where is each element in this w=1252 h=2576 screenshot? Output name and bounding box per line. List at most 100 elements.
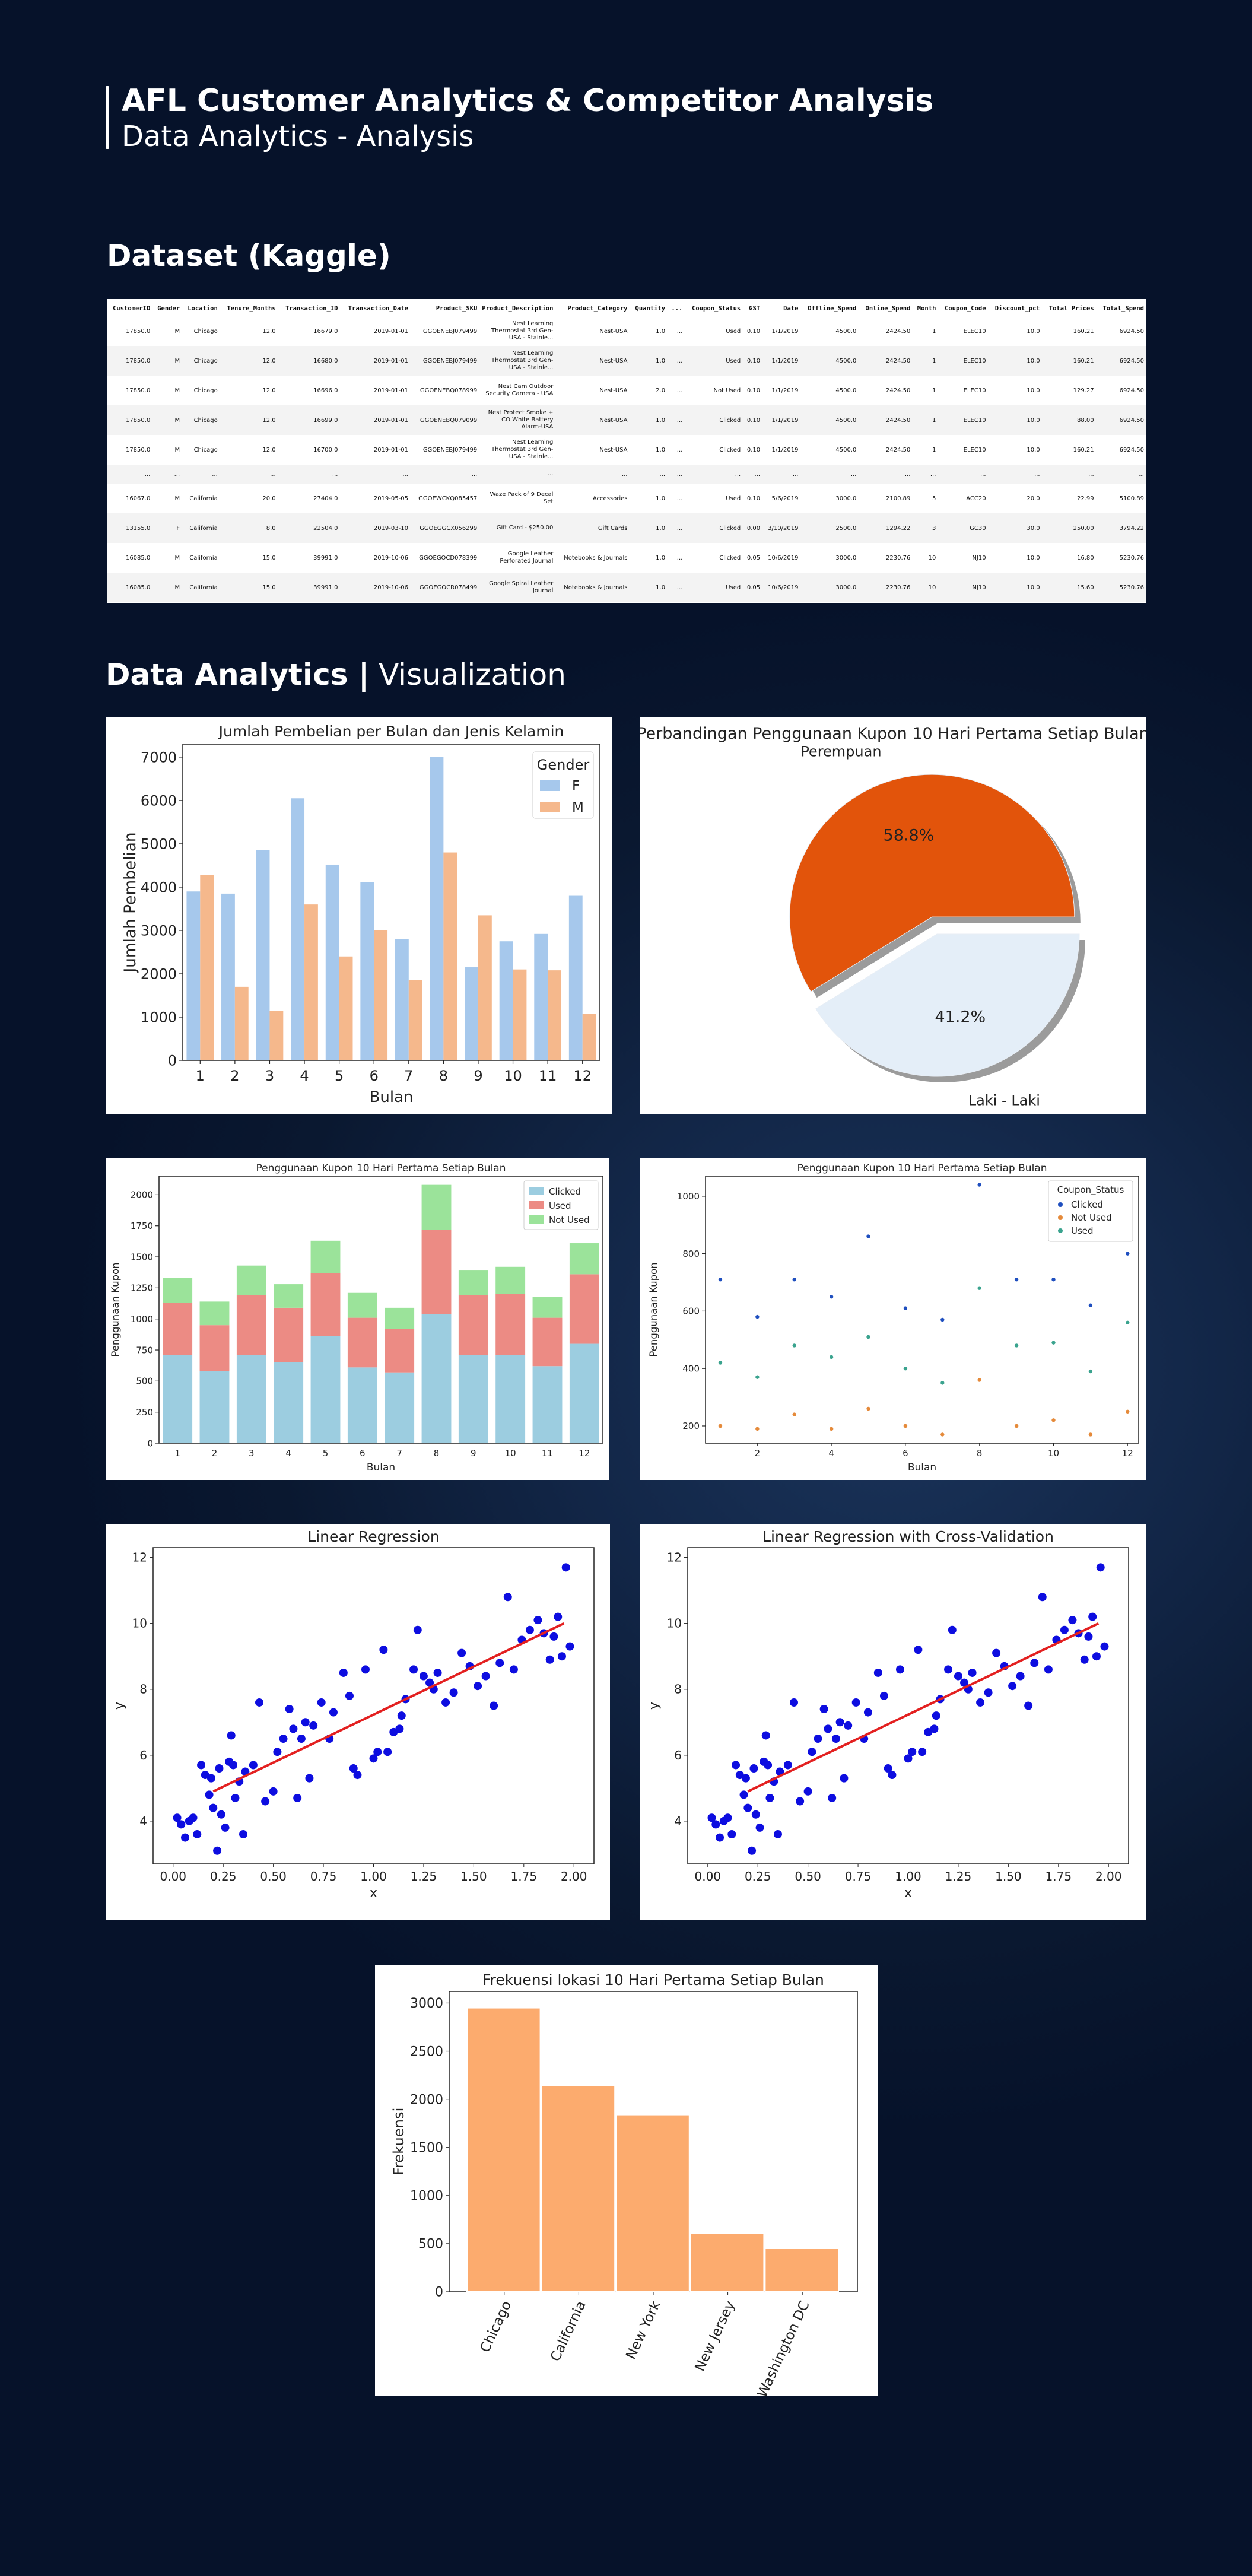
y-tick-label: 0 bbox=[168, 1052, 177, 1069]
scatter-point-used bbox=[1126, 1320, 1130, 1324]
x-tick-label: Chicago bbox=[478, 2299, 515, 2355]
table-cell: Google Spiral Leather Journal bbox=[479, 573, 556, 602]
scatter-point bbox=[441, 1698, 450, 1707]
table-cell: Used bbox=[726, 328, 741, 335]
table-cell: ... bbox=[668, 465, 685, 484]
scatter-point bbox=[397, 1711, 406, 1720]
x-tick-label: 1.50 bbox=[460, 1869, 487, 1883]
x-tick-label: 9 bbox=[474, 1068, 482, 1084]
x-tick-label: 4 bbox=[285, 1448, 291, 1459]
x-tick-label: 0.50 bbox=[260, 1869, 287, 1883]
x-tick-label: 7 bbox=[404, 1068, 413, 1084]
bar-m bbox=[200, 875, 214, 1060]
table-row: 17850.0 M Chicago 12.0 16696.0 2019-01-01 GGOE… bbox=[107, 376, 1146, 405]
x-tick-label: 0.25 bbox=[210, 1869, 237, 1883]
table-cell: GGOENEBJ079499 bbox=[410, 346, 480, 376]
table-cell: 17850.0 bbox=[107, 346, 153, 376]
stacked-bar-not-used bbox=[421, 1184, 452, 1230]
scatter-point-not-used bbox=[1088, 1432, 1093, 1437]
table-cell: 2424.50 bbox=[859, 405, 913, 435]
scatter-point-not-used bbox=[829, 1427, 834, 1431]
table-cell: ... bbox=[913, 465, 939, 484]
table-cell: ... bbox=[685, 465, 743, 484]
table-cell: 16085.0 bbox=[125, 554, 151, 561]
x-tick-label: 10 bbox=[505, 1448, 516, 1459]
x-tick-label: 1.25 bbox=[945, 1869, 972, 1883]
table-cell: 1.0 bbox=[630, 573, 668, 602]
scatter-point bbox=[976, 1698, 985, 1707]
table-cell: 10 bbox=[913, 602, 938, 603]
scatter-point bbox=[1096, 1563, 1105, 1572]
table-cell: 17850.0 bbox=[125, 446, 151, 453]
table-cell: 1.0 bbox=[656, 446, 666, 453]
table-cell: 0.05 bbox=[746, 554, 761, 561]
y-tick-label: 1500 bbox=[410, 2140, 443, 2155]
table-cell: 2019-05-05 bbox=[373, 495, 408, 502]
table-cell: 1.0 bbox=[656, 554, 666, 561]
scatter-point bbox=[968, 1668, 977, 1677]
scatter-point bbox=[369, 1754, 378, 1763]
x-tick-label: 6 bbox=[360, 1448, 366, 1459]
scatter-point-not-used bbox=[903, 1424, 908, 1428]
table-cell: 1 bbox=[913, 405, 939, 435]
scatter-point bbox=[1084, 1632, 1093, 1641]
y-axis-label: Penggunaan Kupon bbox=[110, 1262, 121, 1357]
table-cell: NJ10 bbox=[972, 554, 986, 561]
scatter-point bbox=[557, 1652, 566, 1661]
table-cell: 2230.76 bbox=[859, 573, 913, 602]
stacked-bar-not-used bbox=[347, 1292, 377, 1318]
chart-1-svg: Jumlah Pembelian per Bulan dan Jenis Kel… bbox=[121, 723, 600, 1106]
scatter-point-not-used bbox=[755, 1427, 760, 1431]
bar-f bbox=[291, 798, 305, 1060]
table-cell: 12.09 bbox=[1043, 602, 1097, 603]
chart-title: Penggunaan Kupon 10 Hari Pertama Setiap … bbox=[256, 1162, 506, 1174]
x-tick-label: 12 bbox=[579, 1448, 590, 1459]
y-tick-label: 1750 bbox=[131, 1221, 153, 1231]
chart-purchases-by-month-gender: Jumlah Pembelian per Bulan dan Jenis Kel… bbox=[106, 717, 612, 1114]
scatter-point-not-used bbox=[1051, 1418, 1056, 1422]
table-cell: GGOEGGCX056299 bbox=[410, 513, 480, 543]
x-tick-label: 8 bbox=[439, 1068, 448, 1084]
scatter-point bbox=[249, 1761, 258, 1770]
table-cell: Nest-USA bbox=[555, 346, 630, 376]
legend-label: Clicked bbox=[1071, 1199, 1103, 1210]
scatter-point bbox=[948, 1625, 957, 1634]
table-column-header: Product_Category bbox=[555, 299, 630, 316]
x-tick-label: 0.25 bbox=[745, 1869, 771, 1883]
scatter-point bbox=[732, 1761, 741, 1770]
scatter-point bbox=[808, 1748, 816, 1756]
stacked-bar-used bbox=[163, 1303, 193, 1355]
x-tick-label: 12 bbox=[573, 1068, 592, 1084]
y-tick-label: 4 bbox=[674, 1814, 682, 1828]
table-cell: ... bbox=[182, 465, 220, 484]
table-cell: 12.0 bbox=[262, 328, 276, 335]
legend-swatch bbox=[529, 1201, 544, 1209]
y-tick-label: 6000 bbox=[141, 792, 177, 809]
table-cell: Chicago bbox=[193, 446, 218, 453]
table-cell: 0.10 bbox=[746, 387, 761, 394]
table-cell: 6924.50 bbox=[1119, 328, 1144, 335]
stacked-bar-clicked bbox=[385, 1372, 415, 1443]
table-cell: Gift Card - $250.00 bbox=[479, 513, 556, 543]
table-cell: Chicago bbox=[193, 387, 218, 394]
scatter-point bbox=[1038, 1593, 1047, 1602]
table-cell: 10 bbox=[928, 554, 936, 561]
scatter-point bbox=[565, 1642, 574, 1651]
table-cell: Clicked bbox=[719, 446, 741, 453]
table-cell: ... bbox=[278, 465, 341, 484]
stacked-bar-clicked bbox=[236, 1355, 266, 1443]
x-tick-label: 11 bbox=[542, 1448, 553, 1459]
table-cell: Accessories bbox=[592, 495, 628, 502]
table-cell: 2019-01-01 bbox=[373, 328, 408, 335]
table-cell: M bbox=[174, 554, 180, 561]
x-tick-label: Washington DC bbox=[755, 2299, 813, 2396]
x-tick-label: 1.00 bbox=[895, 1869, 921, 1883]
table-row: 16085.0 M California 15.0 39991.0 2019-10-06 G… bbox=[107, 573, 1146, 602]
scatter-point bbox=[944, 1665, 953, 1674]
pie-slice bbox=[789, 774, 1075, 992]
table-cell: ... bbox=[938, 465, 989, 484]
table-cell: 2500.0 bbox=[800, 513, 859, 543]
chart-6-svg: Linear Regression with Cross-Validation 4… bbox=[647, 1528, 1129, 1901]
table-cell: California bbox=[189, 495, 218, 502]
bar-m bbox=[408, 980, 422, 1060]
